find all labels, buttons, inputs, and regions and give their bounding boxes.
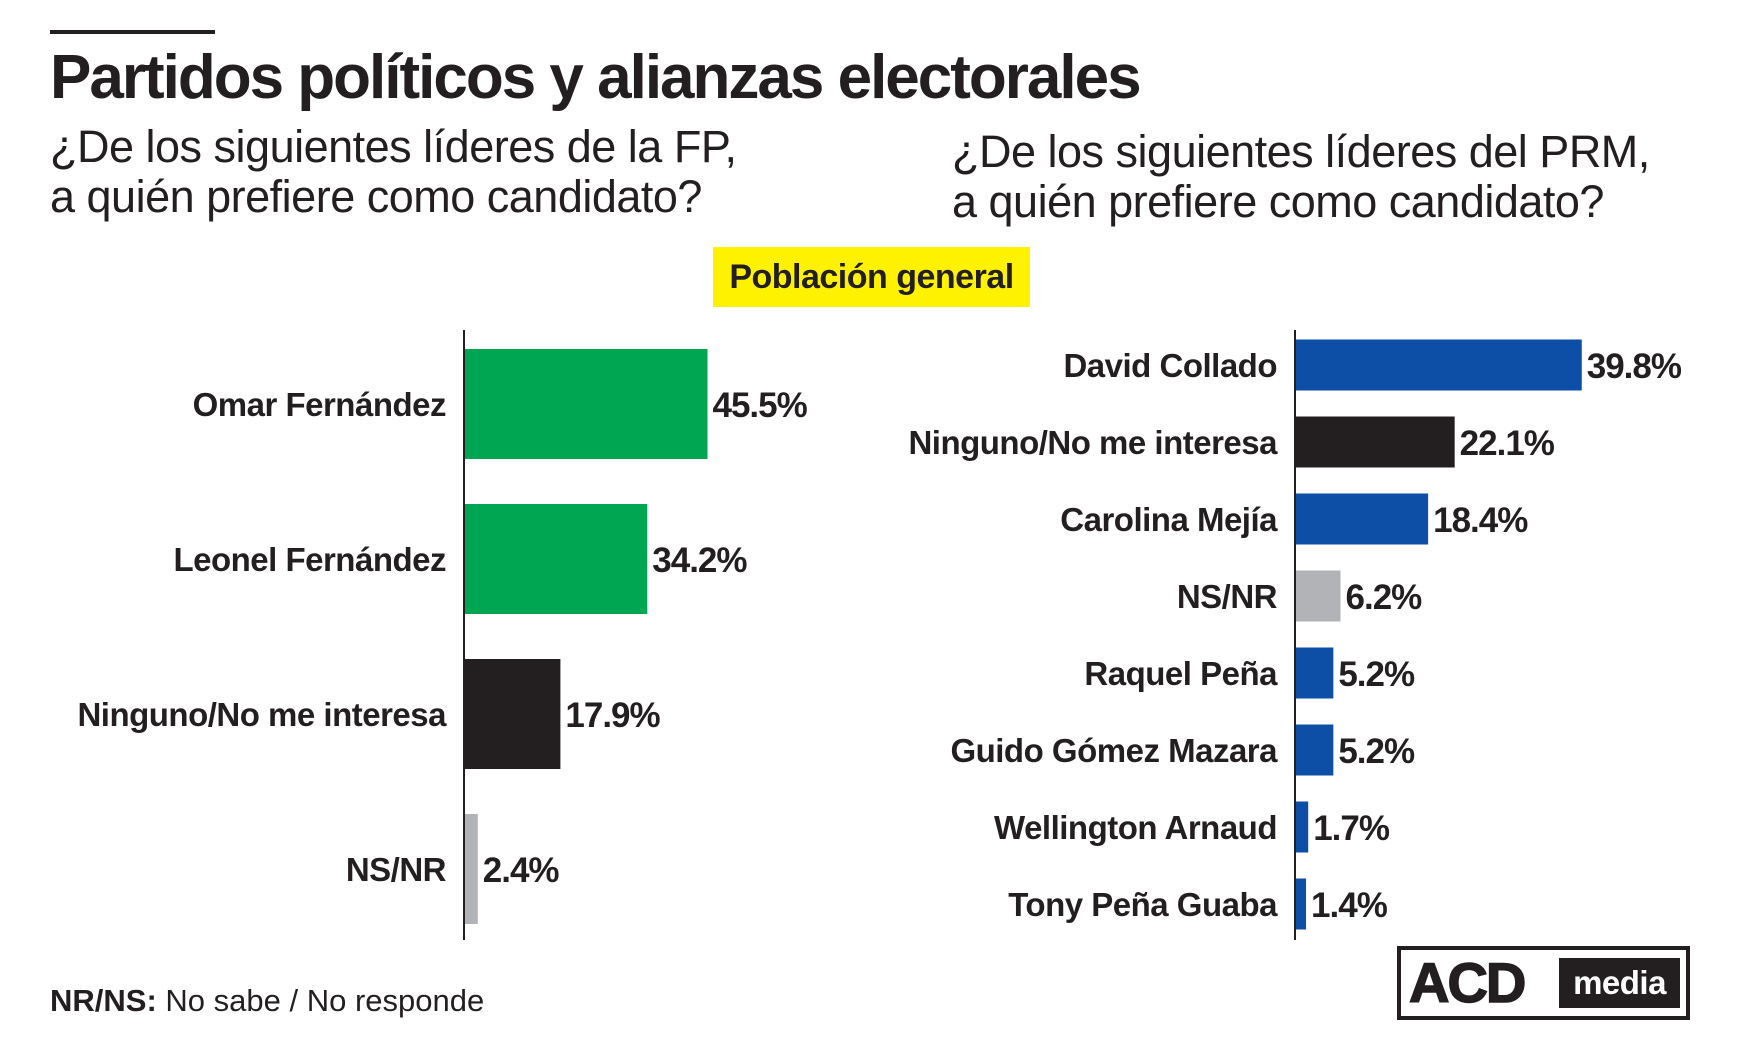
prm-value-label-3: 18.4% bbox=[1433, 501, 1528, 540]
prm-value-label-4: 6.2% bbox=[1346, 578, 1423, 617]
prm-bar-2 bbox=[1296, 416, 1455, 468]
prm-value-label-8: 1.4% bbox=[1311, 886, 1388, 925]
page-title: Partidos políticos y alianzas electorale… bbox=[50, 43, 1142, 112]
logo-media-text: media bbox=[1559, 958, 1680, 1008]
footnote-definition: No sabe / No responde bbox=[165, 983, 485, 1018]
fp-category-label-3: Ninguno/No me interesa bbox=[77, 696, 447, 733]
fp-bar-1 bbox=[465, 349, 708, 459]
fp-category-label-2: Leonel Fernández bbox=[173, 541, 446, 578]
prm-value-label-7: 1.7% bbox=[1313, 809, 1390, 848]
fp-value-label-3: 17.9% bbox=[565, 696, 660, 735]
logo-acd-text: ACD bbox=[1408, 951, 1527, 1015]
prm-bar-3 bbox=[1296, 493, 1429, 545]
fp-question-line-2: a quién prefiere como candidato? bbox=[50, 171, 702, 222]
prm-category-label-6: Guido Gómez Mazara bbox=[950, 732, 1278, 769]
prm-value-label-2: 22.1% bbox=[1460, 424, 1555, 463]
acd-media-logo: ACD media bbox=[1397, 946, 1690, 1020]
prm-category-label-3: Carolina Mejía bbox=[1060, 501, 1278, 538]
prm-bar-7 bbox=[1296, 801, 1309, 853]
fp-value-label-2: 34.2% bbox=[652, 541, 747, 580]
prm-bar-1 bbox=[1296, 339, 1582, 391]
footnote: NR/NS: No sabe / No responde bbox=[50, 983, 484, 1019]
prm-bar-6 bbox=[1296, 724, 1334, 776]
fp-category-label-1: Omar Fernández bbox=[193, 386, 446, 423]
fp-value-label-1: 45.5% bbox=[713, 386, 808, 425]
prm-category-label-1: David Collado bbox=[1063, 347, 1277, 384]
prm-category-label-5: Raquel Peña bbox=[1084, 655, 1278, 692]
fp-category-label-4: NS/NR bbox=[346, 851, 447, 888]
fp-value-label-4: 2.4% bbox=[483, 851, 560, 890]
fp-question: ¿De los siguientes líderes de la FP, a q… bbox=[50, 122, 910, 222]
prm-question-line-1: ¿De los siguientes líderes del PRM, bbox=[952, 126, 1650, 177]
fp-bar-4 bbox=[465, 814, 478, 924]
prm-bar-5 bbox=[1296, 647, 1334, 699]
prm-value-label-6: 5.2% bbox=[1338, 732, 1415, 771]
prm-category-label-4: NS/NR bbox=[1177, 578, 1278, 615]
prm-question-line-2: a quién prefiere como candidato? bbox=[952, 176, 1604, 227]
prm-value-label-1: 39.8% bbox=[1587, 347, 1682, 386]
fp-question-line-1: ¿De los siguientes líderes de la FP, bbox=[50, 121, 737, 172]
prm-category-label-2: Ninguno/No me interesa bbox=[908, 424, 1278, 461]
top-rule bbox=[50, 30, 215, 34]
prm-bar-8 bbox=[1296, 878, 1307, 930]
population-badge: Población general bbox=[713, 247, 1030, 307]
prm-category-label-7: Wellington Arnaud bbox=[994, 809, 1277, 846]
fp-bar-3 bbox=[465, 659, 561, 769]
prm-value-label-5: 5.2% bbox=[1338, 655, 1415, 694]
prm-question: ¿De los siguientes líderes del PRM, a qu… bbox=[952, 127, 1740, 227]
fp-bar-2 bbox=[465, 504, 648, 614]
prm-category-label-8: Tony Peña Guaba bbox=[1008, 886, 1278, 923]
prm-bar-4 bbox=[1296, 570, 1341, 622]
footnote-term: NR/NS: bbox=[50, 983, 157, 1018]
